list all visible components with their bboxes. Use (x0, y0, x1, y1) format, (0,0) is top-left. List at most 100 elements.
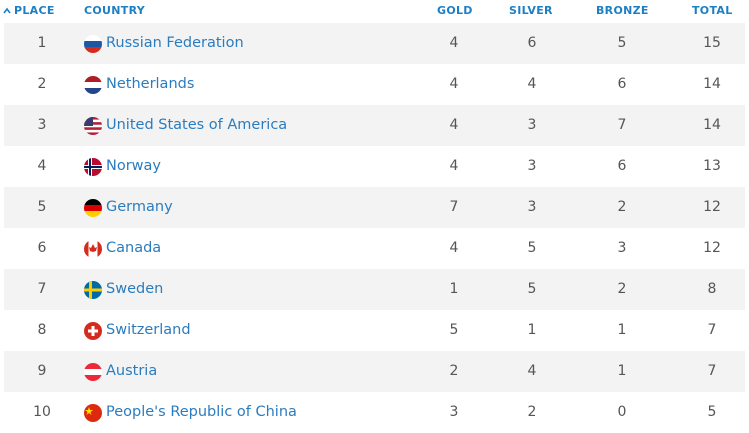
flag-icon (84, 199, 102, 217)
medal-count: 4 (449, 35, 459, 51)
medal-count: 2 (617, 281, 627, 297)
flag-shape (84, 199, 102, 206)
flag-shape (84, 211, 102, 217)
medal-count: 6 (527, 35, 537, 51)
place: 7 (37, 281, 47, 297)
flag-shape (84, 322, 102, 340)
flag-shape (84, 124, 102, 128)
flag-shape (84, 363, 102, 381)
column-header[interactable]: COUNTRY (84, 4, 145, 17)
flag-shape (97, 240, 102, 258)
column-header[interactable]: BRONZE (596, 4, 649, 17)
flag-shape (84, 82, 102, 89)
medal-count: 6 (617, 76, 627, 92)
medal-count: 7 (707, 322, 717, 338)
table-row: 10 3 2 0 5 People's Republic of China (4, 392, 745, 433)
flag-icon (84, 281, 102, 299)
country-link[interactable]: United States of America (106, 117, 288, 133)
sort-arrow[interactable] (3, 7, 11, 15)
column-header[interactable]: GOLD (437, 4, 473, 17)
table-row: 5 7 3 2 12 Germany (4, 187, 745, 228)
flag-shape (84, 117, 102, 135)
flag-shape (84, 158, 102, 176)
flag-shape (84, 281, 102, 299)
flag-shape (84, 41, 102, 48)
place: 4 (37, 158, 47, 174)
flag-shape (84, 205, 102, 212)
place: 6 (37, 240, 47, 256)
column-header[interactable]: TOTAL (692, 4, 733, 17)
country-link[interactable]: Canada (106, 240, 162, 256)
flag-shape (84, 47, 102, 53)
medal-count: 2 (617, 199, 627, 215)
flag-shape (84, 35, 102, 53)
country-link[interactable]: Sweden (106, 281, 164, 297)
medal-count: 6 (617, 158, 627, 174)
table-row: 2 4 4 6 14 Netherlands (4, 64, 745, 105)
medal-count: 2 (449, 363, 459, 379)
flag-shape (84, 363, 102, 370)
medal-count: 1 (617, 322, 627, 338)
column-header[interactable]: SILVER (509, 4, 553, 17)
flag-shape (84, 127, 102, 131)
medal-count: 4 (449, 117, 459, 133)
medal-count: 15 (703, 35, 721, 51)
medal-count: 4 (449, 158, 459, 174)
column-header[interactable]: PLACE (14, 4, 55, 17)
flag-shape (84, 129, 102, 133)
table-row: 6 4 5 3 12 Canada (4, 228, 745, 269)
medal-count: 5 (449, 322, 459, 338)
country-link[interactable]: Austria (106, 363, 158, 379)
country-link[interactable]: Netherlands (106, 76, 195, 92)
flag-shape (84, 35, 102, 42)
flag-icon (84, 158, 102, 176)
flag-shape (84, 369, 102, 376)
medal-count: 3 (449, 404, 459, 420)
sort-arrow-path (3, 7, 11, 14)
flag-shape (84, 199, 102, 217)
medal-count: 3 (617, 240, 627, 256)
medal-count: 12 (703, 240, 721, 256)
flag-shape (84, 404, 102, 422)
flag-shape (84, 132, 102, 135)
medal-count: 3 (527, 117, 537, 133)
flag-icon (84, 404, 102, 422)
medal-count: 7 (707, 363, 717, 379)
medal-count: 5 (527, 240, 537, 256)
flag-shape (84, 288, 102, 292)
country-link[interactable]: Germany (106, 199, 173, 215)
place: 8 (37, 322, 47, 338)
flag-shape (89, 244, 97, 252)
medal-count: 5 (707, 404, 717, 420)
medal-count: 7 (449, 199, 459, 215)
flag-icon (84, 76, 102, 94)
medal-count: 4 (449, 240, 459, 256)
flag-shape (84, 76, 102, 83)
medal-count: 3 (527, 199, 537, 215)
flag-icon (84, 363, 102, 381)
place: 2 (37, 76, 47, 92)
country-link[interactable]: People's Republic of China (106, 404, 297, 420)
medal-count: 5 (617, 35, 627, 51)
medal-count: 1 (527, 322, 537, 338)
table-row: 4 4 3 6 13 Norway (4, 146, 745, 187)
medal-count: 14 (703, 117, 721, 133)
flag-shape (84, 166, 102, 168)
place: 9 (37, 363, 47, 379)
flag-icon (84, 35, 102, 53)
country-link[interactable]: Norway (106, 158, 162, 174)
medal-count: 12 (703, 199, 721, 215)
flag-icon (84, 322, 102, 340)
medal-count: 14 (703, 76, 721, 92)
flag-shape (84, 117, 93, 126)
country-link[interactable]: Russian Federation (106, 35, 244, 51)
flag-shape (84, 76, 102, 94)
place: 3 (37, 117, 47, 133)
medal-count: 3 (527, 158, 537, 174)
country-link[interactable]: Switzerland (106, 322, 191, 338)
medal-count: 1 (617, 363, 627, 379)
medal-count: 2 (527, 404, 537, 420)
flag-shape (84, 88, 102, 94)
